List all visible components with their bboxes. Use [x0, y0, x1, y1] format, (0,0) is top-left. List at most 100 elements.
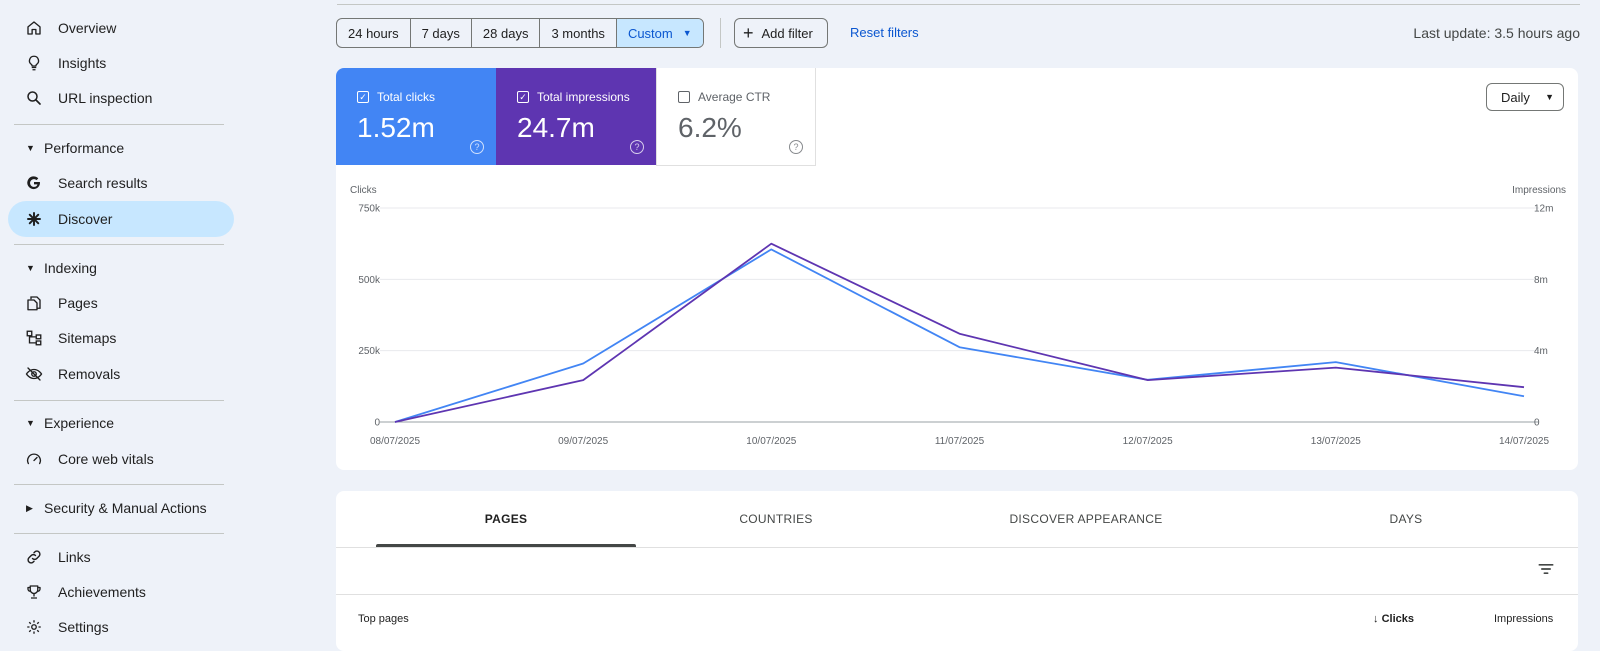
performance-line-chart: Clicks Impressions 0 0 250k 4m 500k 8m 750k 12m 08… — [350, 185, 1566, 447]
triangle-down-icon: ▼ — [26, 418, 35, 428]
x-tick-label: 09/07/2025 — [558, 436, 608, 447]
eye-off-icon — [24, 364, 44, 384]
x-tick-label: 12/07/2025 — [1123, 436, 1173, 447]
sitemap-icon — [24, 328, 44, 348]
sidebar-item-settings[interactable]: Settings — [8, 609, 234, 645]
range-7-days-button[interactable]: 7 days — [411, 19, 472, 47]
range-custom-label: Custom — [627, 25, 673, 41]
sidebar-item-removals[interactable]: Removals — [8, 356, 234, 392]
add-filter-button[interactable]: + Add filter — [734, 18, 828, 48]
column-header-clicks-label: Clicks — [1381, 613, 1414, 625]
tab-pages[interactable]: PAGES — [376, 491, 636, 547]
sidebar-item-label: Settings — [58, 619, 109, 635]
add-filter-label: Add filter — [761, 25, 813, 41]
divider — [14, 124, 224, 125]
performance-chart-card: ✓ Total clicks 1.52m ? ✓ Total impressio… — [336, 68, 1578, 470]
sidebar-item-core-web-vitals[interactable]: Core web vitals — [8, 441, 234, 477]
y-tick-label-right: 4m — [1534, 346, 1548, 357]
range-3-months-button[interactable]: 3 months — [540, 19, 617, 47]
sidebar-item-insights[interactable]: Insights — [8, 45, 234, 81]
sidebar-item-label: Core web vitals — [58, 451, 154, 467]
checkbox-checked-icon[interactable]: ✓ — [517, 91, 529, 103]
x-tick-label: 08/07/2025 — [370, 436, 420, 447]
total-impressions-card[interactable]: ✓ Total impressions 24.7m ? — [496, 68, 656, 165]
range-24-hours-button[interactable]: 24 hours — [337, 19, 411, 47]
tab-discover-appearance[interactable]: DISCOVER APPEARANCE — [1009, 512, 1163, 526]
column-header-clicks[interactable]: ↓ Clicks — [1373, 613, 1414, 625]
sidebar-item-overview[interactable]: Overview — [8, 10, 234, 46]
pages-icon — [24, 293, 44, 313]
section-label: Indexing — [44, 260, 97, 276]
total-impressions-value: 24.7m — [517, 112, 595, 143]
asterisk-icon — [24, 209, 44, 229]
sidebar-item-achievements[interactable]: Achievements — [8, 574, 234, 610]
sidebar-item-pages[interactable]: Pages — [8, 285, 234, 321]
sidebar-item-sitemaps[interactable]: Sitemaps — [8, 320, 234, 356]
x-tick-label: 13/07/2025 — [1311, 436, 1361, 447]
y-axis-title-left: Clicks — [350, 185, 377, 196]
gear-icon — [24, 617, 44, 637]
column-header-impressions[interactable]: Impressions — [1494, 613, 1554, 625]
y-tick-label-left: 250k — [358, 346, 381, 357]
section-security[interactable]: ▶ Security & Manual Actions — [8, 493, 234, 523]
range-28-days-button[interactable]: 28 days — [472, 19, 541, 47]
reset-filters-link[interactable]: Reset filters — [850, 25, 919, 40]
caret-down-icon: ▼ — [682, 28, 692, 38]
sidebar-item-label: Links — [58, 549, 91, 565]
total-clicks-header: ✓ Total clicks — [357, 90, 435, 104]
triangle-down-icon: ▼ — [26, 263, 35, 273]
range-custom-button[interactable]: Custom ▼ — [616, 19, 703, 47]
section-label: Security & Manual Actions — [44, 500, 207, 516]
toolbar-separator — [720, 18, 721, 48]
sidebar-item-label: Insights — [58, 55, 107, 71]
help-icon[interactable]: ? — [630, 140, 644, 154]
sidebar-item-url-inspection[interactable]: URL inspection — [8, 80, 234, 116]
average-ctr-card[interactable]: Average CTR 6.2% ? — [656, 68, 816, 166]
tab-countries[interactable]: COUNTRIES — [739, 512, 813, 526]
help-icon[interactable]: ? — [789, 140, 803, 154]
divider — [14, 533, 224, 534]
triangle-down-icon: ▼ — [26, 143, 35, 153]
divider — [14, 400, 224, 401]
sidebar-item-label: Removals — [58, 366, 121, 382]
sidebar-item-search-results[interactable]: Search results — [8, 165, 234, 201]
average-ctr-value: 6.2% — [678, 112, 742, 143]
sidebar-item-label: URL inspection — [58, 90, 153, 106]
x-tick-label: 10/07/2025 — [746, 436, 796, 447]
sidebar-item-label: Overview — [58, 20, 117, 36]
help-icon[interactable]: ? — [470, 140, 484, 154]
caret-down-icon: ▼ — [1545, 92, 1554, 102]
total-clicks-label: Total clicks — [377, 90, 436, 104]
sidebar-item-links[interactable]: Links — [8, 539, 234, 575]
trophy-icon — [24, 582, 44, 602]
last-update-text: Last update: 3.5 hours ago — [1413, 25, 1580, 41]
section-label: Experience — [44, 415, 115, 431]
sidebar-item-discover[interactable]: Discover — [8, 201, 234, 237]
y-tick-label-right: 8m — [1534, 275, 1548, 286]
section-label: Performance — [44, 140, 125, 156]
granularity-dropdown[interactable]: Daily ▼ — [1486, 83, 1564, 111]
sort-arrow-down-icon: ↓ — [1373, 613, 1379, 625]
section-indexing[interactable]: ▼ Indexing — [8, 253, 234, 283]
section-performance[interactable]: ▼ Performance — [8, 133, 234, 163]
tab-days[interactable]: DAYS — [1389, 512, 1423, 526]
y-tick-label-right: 0 — [1534, 418, 1540, 429]
granularity-value: Daily — [1501, 89, 1530, 105]
top-divider — [337, 4, 1580, 5]
divider — [14, 244, 224, 245]
checkbox-checked-icon[interactable]: ✓ — [357, 91, 369, 103]
total-clicks-card[interactable]: ✓ Total clicks 1.52m ? — [336, 68, 496, 165]
sidebar-item-label: Discover — [58, 211, 113, 227]
breakdown-card: PAGES COUNTRIES DISCOVER APPEARANCE DAYS… — [336, 491, 1578, 651]
link-icon — [24, 547, 44, 567]
y-tick-label-left: 500k — [358, 275, 381, 286]
column-header-top-pages: Top pages — [358, 613, 409, 625]
date-range-selector: 24 hours 7 days 28 days 3 months Custom … — [336, 18, 704, 48]
lightbulb-icon — [24, 53, 44, 73]
total-clicks-value: 1.52m — [357, 112, 435, 143]
x-tick-label: 14/07/2025 — [1499, 436, 1549, 447]
filter-icon[interactable] — [1536, 559, 1556, 579]
checkbox-unchecked-icon[interactable] — [678, 91, 690, 103]
average-ctr-header: Average CTR — [678, 90, 770, 104]
section-experience[interactable]: ▼ Experience — [8, 408, 234, 438]
